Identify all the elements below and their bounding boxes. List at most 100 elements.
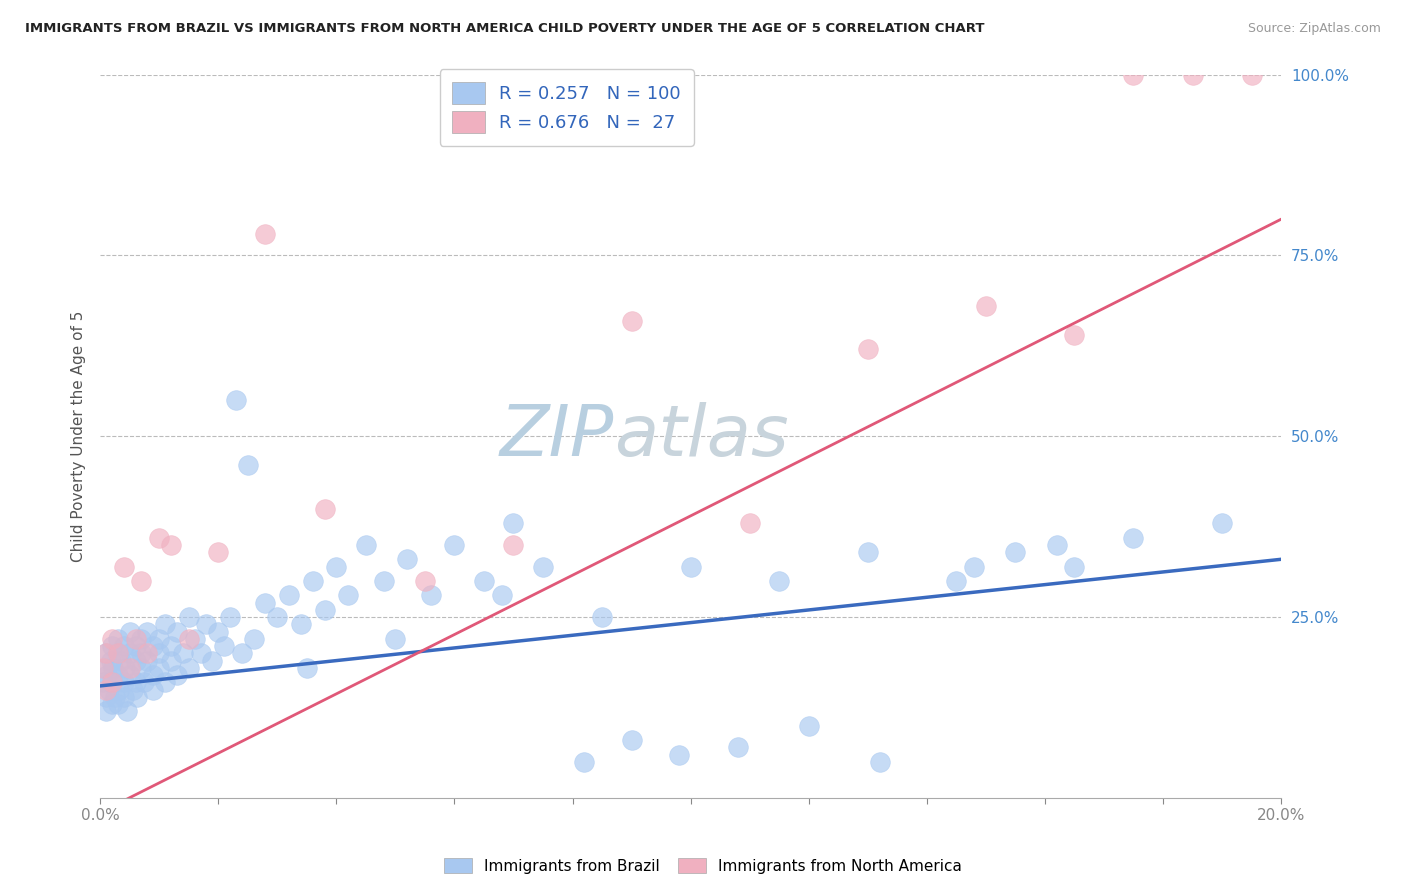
- Point: [266, 610, 288, 624]
- Point: [118, 624, 141, 639]
- Text: atlas: atlas: [614, 401, 789, 471]
- Point: [295, 661, 318, 675]
- Point: [136, 624, 159, 639]
- Point: [131, 574, 153, 588]
- Point: [574, 755, 596, 769]
- Point: [101, 675, 124, 690]
- Point: [121, 682, 143, 697]
- Point: [190, 646, 212, 660]
- Point: [91, 661, 114, 675]
- Point: [974, 299, 997, 313]
- Point: [1046, 538, 1069, 552]
- Point: [738, 516, 761, 530]
- Point: [100, 654, 122, 668]
- Point: [491, 589, 513, 603]
- Point: [142, 682, 165, 697]
- Point: [108, 682, 131, 697]
- Point: [131, 632, 153, 646]
- Point: [1063, 559, 1085, 574]
- Point: [177, 632, 200, 646]
- Point: [225, 393, 247, 408]
- Point: [668, 747, 690, 762]
- Point: [325, 559, 347, 574]
- Point: [115, 704, 138, 718]
- Y-axis label: Child Poverty Under the Age of 5: Child Poverty Under the Age of 5: [72, 310, 86, 562]
- Point: [131, 646, 153, 660]
- Point: [136, 646, 159, 660]
- Point: [107, 632, 129, 646]
- Point: [236, 458, 259, 473]
- Point: [136, 654, 159, 668]
- Point: [131, 661, 153, 675]
- Point: [384, 632, 406, 646]
- Point: [94, 646, 117, 660]
- Point: [620, 733, 643, 747]
- Point: [94, 646, 117, 660]
- Point: [114, 661, 136, 675]
- Point: [945, 574, 967, 588]
- Point: [101, 661, 124, 675]
- Point: [148, 531, 170, 545]
- Point: [1122, 68, 1144, 82]
- Point: [290, 617, 312, 632]
- Text: ZIP: ZIP: [499, 401, 614, 471]
- Point: [124, 632, 146, 646]
- Point: [443, 538, 465, 552]
- Point: [177, 610, 200, 624]
- Point: [1181, 68, 1204, 82]
- Point: [166, 668, 188, 682]
- Point: [124, 675, 146, 690]
- Point: [101, 675, 124, 690]
- Point: [153, 617, 176, 632]
- Point: [869, 755, 891, 769]
- Point: [231, 646, 253, 660]
- Point: [195, 617, 218, 632]
- Point: [254, 227, 277, 241]
- Point: [118, 668, 141, 682]
- Point: [373, 574, 395, 588]
- Point: [679, 559, 702, 574]
- Legend: Immigrants from Brazil, Immigrants from North America: Immigrants from Brazil, Immigrants from …: [439, 852, 967, 880]
- Point: [177, 661, 200, 675]
- Point: [768, 574, 790, 588]
- Point: [207, 545, 229, 559]
- Point: [94, 690, 117, 704]
- Point: [856, 343, 879, 357]
- Text: IMMIGRANTS FROM BRAZIL VS IMMIGRANTS FROM NORTH AMERICA CHILD POVERTY UNDER THE : IMMIGRANTS FROM BRAZIL VS IMMIGRANTS FRO…: [25, 22, 984, 36]
- Point: [148, 661, 170, 675]
- Point: [1004, 545, 1026, 559]
- Point: [112, 639, 135, 653]
- Point: [166, 624, 188, 639]
- Point: [142, 668, 165, 682]
- Text: Source: ZipAtlas.com: Source: ZipAtlas.com: [1247, 22, 1381, 36]
- Legend: R = 0.257   N = 100, R = 0.676   N =  27: R = 0.257 N = 100, R = 0.676 N = 27: [440, 69, 693, 145]
- Point: [101, 639, 124, 653]
- Point: [101, 697, 124, 711]
- Point: [502, 516, 524, 530]
- Point: [148, 632, 170, 646]
- Point: [620, 313, 643, 327]
- Point: [1122, 531, 1144, 545]
- Point: [94, 704, 117, 718]
- Point: [301, 574, 323, 588]
- Point: [118, 661, 141, 675]
- Point: [124, 639, 146, 653]
- Point: [118, 646, 141, 660]
- Point: [1240, 68, 1263, 82]
- Point: [183, 632, 205, 646]
- Point: [112, 675, 135, 690]
- Point: [413, 574, 436, 588]
- Point: [1211, 516, 1233, 530]
- Point: [125, 690, 148, 704]
- Point: [124, 654, 146, 668]
- Point: [278, 589, 301, 603]
- Point: [91, 675, 114, 690]
- Point: [112, 559, 135, 574]
- Point: [142, 639, 165, 653]
- Point: [96, 668, 118, 682]
- Point: [160, 538, 183, 552]
- Point: [134, 675, 156, 690]
- Point: [531, 559, 554, 574]
- Point: [314, 603, 336, 617]
- Point: [212, 639, 235, 653]
